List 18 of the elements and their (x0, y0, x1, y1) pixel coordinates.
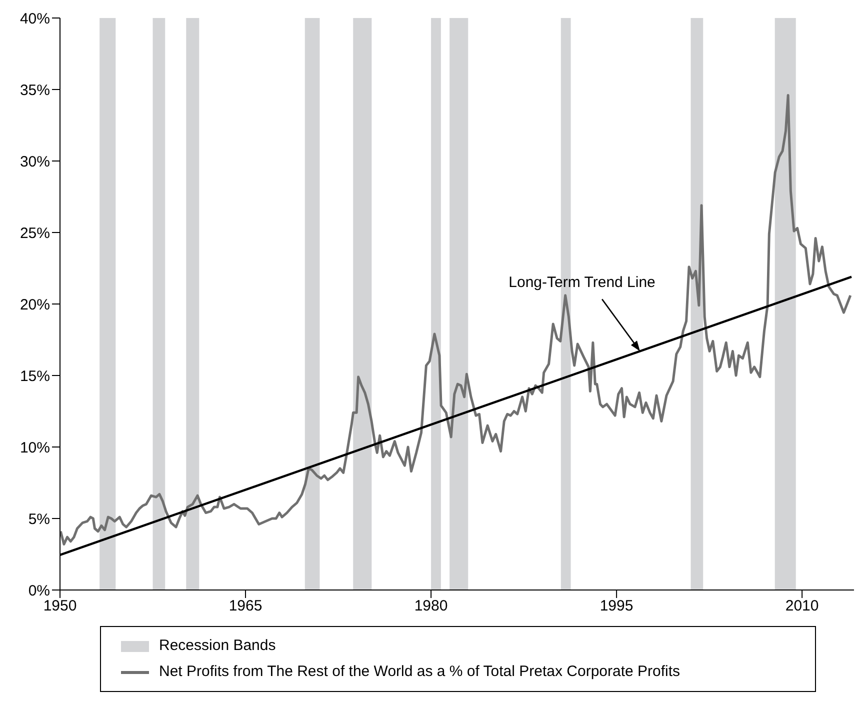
y-tick-label: 15% (20, 368, 50, 385)
x-tick-label: 1965 (228, 598, 262, 615)
y-tick-label: 40% (20, 10, 50, 28)
y-tick-label: 25% (20, 224, 50, 242)
y-tick-label: 30% (20, 153, 50, 170)
annotation: Long-Term Trend Line (508, 274, 656, 292)
x-tick-label: 1980 (414, 598, 448, 615)
y-tick-label: 35% (20, 82, 50, 99)
y-tick-label: 5% (28, 510, 50, 528)
legend-label: Recession Bands (159, 636, 276, 656)
y-tick-label: 20% (20, 296, 50, 314)
x-tick-label: 2010 (785, 598, 819, 615)
x-tick-label: 1995 (600, 598, 634, 615)
legend-label: Net Profits from The Rest of the World as a % of Total Pretax Corporate Profits (159, 662, 680, 682)
x-tick-label: 1950 (43, 598, 77, 615)
y-tick-label: 10% (20, 439, 50, 456)
line-series (60, 94, 852, 546)
y-tick-label: 0% (28, 582, 50, 600)
